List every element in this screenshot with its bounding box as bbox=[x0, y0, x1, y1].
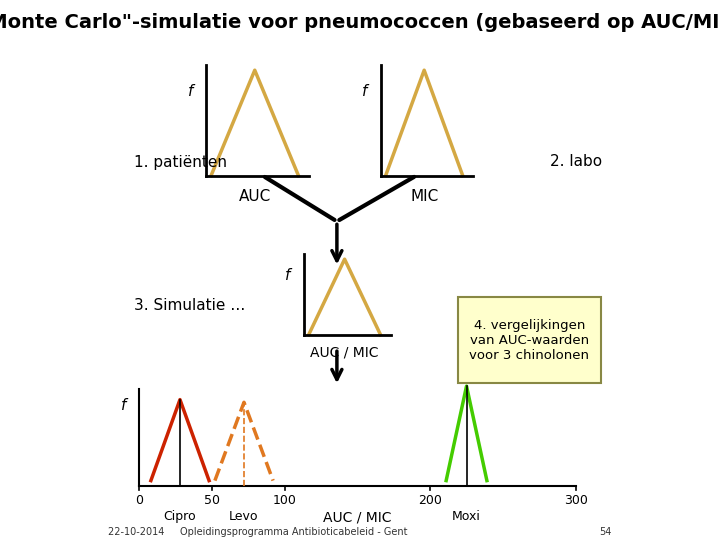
Text: 200: 200 bbox=[418, 494, 442, 507]
Text: f: f bbox=[362, 84, 368, 99]
Text: Moxi: Moxi bbox=[452, 510, 481, 523]
Text: Levo: Levo bbox=[229, 510, 258, 523]
Text: 4. vergelijkingen
van AUC-waarden
voor 3 chinolonen: 4. vergelijkingen van AUC-waarden voor 3… bbox=[469, 319, 590, 362]
Text: f: f bbox=[285, 268, 291, 283]
Text: 0: 0 bbox=[135, 494, 143, 507]
Text: 300: 300 bbox=[564, 494, 588, 507]
Text: 3. Simulatie …: 3. Simulatie … bbox=[134, 298, 246, 313]
Text: 2. labo: 2. labo bbox=[550, 154, 602, 170]
Text: AUC: AUC bbox=[238, 189, 271, 204]
Text: 50: 50 bbox=[204, 494, 220, 507]
Text: AUC / MIC: AUC / MIC bbox=[310, 346, 379, 360]
Text: f: f bbox=[121, 397, 127, 413]
Text: AUC / MIC: AUC / MIC bbox=[323, 510, 392, 524]
Text: MIC: MIC bbox=[410, 189, 438, 204]
Text: Cipro: Cipro bbox=[163, 510, 197, 523]
FancyBboxPatch shape bbox=[457, 297, 601, 383]
Text: 100: 100 bbox=[273, 494, 297, 507]
Text: 54: 54 bbox=[599, 527, 611, 537]
Text: 22-10-2014     Opleidingsprogramma Antibioticabeleid - Gent: 22-10-2014 Opleidingsprogramma Antibioti… bbox=[109, 527, 408, 537]
Text: "Monte Carlo"-simulatie voor pneumococcen (gebaseerd op AUC/MIC): "Monte Carlo"-simulatie voor pneumococce… bbox=[0, 14, 720, 32]
Text: f: f bbox=[188, 84, 193, 99]
Text: 1. patiënten: 1. patiënten bbox=[134, 154, 227, 170]
